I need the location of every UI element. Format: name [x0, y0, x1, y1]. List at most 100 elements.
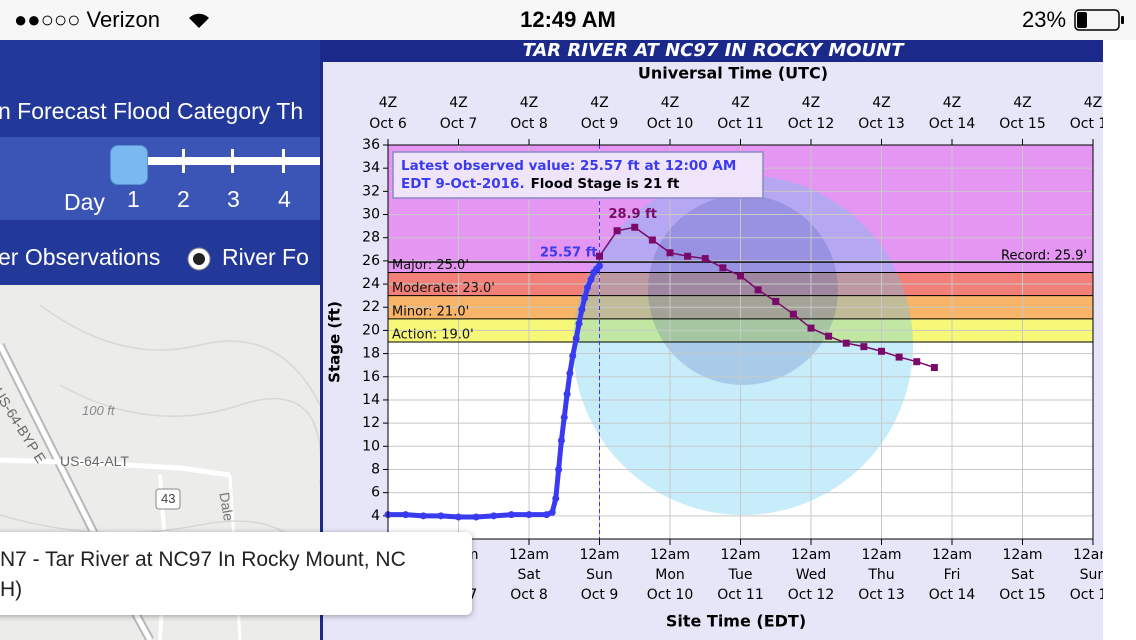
x-tick-label: 12am [650, 547, 690, 563]
data-point [472, 513, 480, 521]
x2-tick-label: 4Z [1013, 95, 1032, 111]
x2-tick-label: 4Z [1084, 95, 1103, 111]
radio-button[interactable] [186, 246, 212, 272]
x-tick-label: Wed [796, 567, 827, 583]
y-tick-label: 8 [371, 461, 380, 477]
data-point [737, 272, 744, 280]
map-label: 43 [161, 491, 176, 506]
data-point [913, 358, 921, 366]
x2-tick-label: Oct 6 [369, 116, 407, 132]
map-label: US-64-ALT [60, 453, 129, 469]
info-box [392, 151, 764, 199]
y-tick-label: 18 [362, 346, 380, 362]
y-tick-label: 10 [362, 438, 380, 454]
x-tick-label: 12am [1073, 547, 1103, 563]
popup-title: N7 - Tar River at NC97 In Rocky Mount, N… [0, 548, 406, 571]
x-tick-label: Oct 14 [929, 587, 976, 603]
data-point [507, 511, 515, 519]
x2-tick-label: 4Z [802, 95, 821, 111]
popup-subtitle: H) [0, 578, 23, 601]
data-point [825, 332, 833, 340]
radio-label[interactable]: er Observations [0, 244, 161, 270]
data-point [807, 324, 815, 332]
y-tick-label: 26 [362, 253, 380, 269]
y-tick-label: 12 [362, 415, 380, 431]
data-point [754, 286, 762, 294]
data-point [419, 512, 427, 520]
x2-tick-label: 4Z [379, 95, 398, 111]
data-point [596, 262, 603, 270]
data-point [566, 369, 574, 377]
plot-frame [387, 144, 1094, 540]
battery-icon [1074, 9, 1124, 31]
y-tick-label: 22 [362, 299, 380, 315]
y-tick-label: 4 [371, 508, 380, 524]
data-point [587, 275, 595, 283]
radio-label[interactable]: River Fo [222, 244, 309, 270]
data-point [490, 512, 498, 520]
data-point [557, 437, 565, 444]
data-point [455, 513, 462, 521]
panel-heading: n Forecast Flood Category Th [0, 98, 304, 124]
threshold-label: Minor: 21.0' [392, 304, 469, 319]
data-point [930, 363, 938, 371]
data-point [584, 284, 592, 292]
y-tick-label: 28 [362, 230, 380, 246]
x-tick-label: 12am [579, 547, 619, 563]
slider-tick-label: 3 [227, 186, 240, 212]
x2-tick-label: 4Z [520, 95, 539, 111]
x-tick-label: 12am [1002, 547, 1042, 563]
slider-tick-label: 4 [278, 186, 291, 212]
data-point [772, 297, 780, 305]
x-tick-label: 12am [791, 547, 831, 563]
x-axis-title: Site Time (EDT) [666, 612, 806, 631]
slider-tick-label: 2 [177, 186, 190, 212]
data-point [548, 508, 556, 516]
slider-tick-label: 1 [127, 186, 140, 212]
slider-tick [182, 149, 185, 173]
hydrograph-panel: TAR RIVER AT NC97 IN ROCKY MOUNT Univers… [320, 40, 1103, 640]
data-point [842, 339, 850, 347]
x-tick-label: Oct 9 [581, 587, 619, 603]
point-label: 28.9 ft [609, 207, 657, 222]
x-tick-label: Tue [728, 567, 753, 583]
x-tick-label: 12am [509, 547, 549, 563]
x2-tick-label: Oct 16 [1070, 116, 1103, 132]
data-point [572, 335, 580, 343]
record-label: Record: 25.9' [1001, 249, 1087, 264]
data-point [860, 343, 868, 351]
map-label: 100 ft [82, 403, 115, 418]
watermark [573, 175, 913, 515]
station-popup[interactable]: N7 - Tar River at NC97 In Rocky Mount, N… [0, 532, 472, 615]
x-tick-label: Thu [867, 567, 894, 583]
chart-subtitle: Universal Time (UTC) [638, 64, 828, 83]
data-point [578, 306, 586, 314]
y-tick-label: 20 [362, 322, 380, 338]
watermark [648, 195, 838, 385]
x2-tick-label: Oct 11 [717, 116, 763, 132]
data-point [878, 347, 885, 355]
y-tick-label: 24 [362, 276, 380, 292]
data-point [543, 511, 551, 519]
x2-tick-label: 4Z [943, 95, 962, 111]
x-tick-label: 12am [861, 547, 901, 563]
y-tick-label: 6 [371, 485, 380, 501]
title-bar [323, 40, 1103, 62]
day-slider[interactable]: Day 1 2 3 4 [0, 137, 320, 220]
x2-tick-label: 4Z [661, 95, 680, 111]
data-point [631, 223, 639, 231]
info-line: Flood Stage is 21 ft [531, 176, 680, 192]
x2-tick-label: 4Z [590, 95, 609, 111]
data-point [666, 249, 674, 257]
x2-tick-label: Oct 7 [440, 116, 478, 132]
x-tick-label: Oct 13 [858, 587, 904, 603]
data-point [613, 227, 621, 235]
data-point [555, 465, 563, 473]
x-tick-label: 12am [720, 547, 760, 563]
chart: TAR RIVER AT NC97 IN ROCKY MOUNT Univers… [323, 40, 1103, 631]
data-point [895, 353, 903, 361]
data-point [560, 413, 568, 421]
data-point [719, 264, 727, 272]
slider-knob[interactable] [110, 145, 148, 185]
